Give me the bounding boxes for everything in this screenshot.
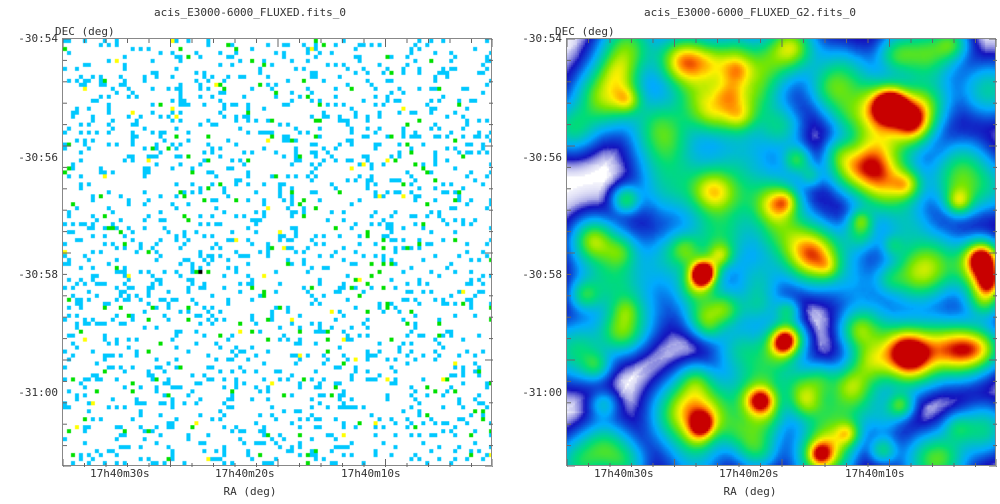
x-tick-label: 17h40m30s bbox=[594, 467, 654, 480]
smoothed-image bbox=[567, 39, 995, 465]
y-axis-label: DEC (deg) bbox=[55, 25, 115, 38]
panel-right-smoothed: acis_E3000-6000_FLUXED_G2.fits_0 DEC (de… bbox=[500, 0, 1000, 504]
image-plot-smoothed[interactable] bbox=[566, 38, 997, 467]
panel-title: acis_E3000-6000_FLUXED.fits_0 bbox=[153, 6, 347, 19]
y-tick-label: -30:54 bbox=[522, 32, 562, 45]
x-tick-label: 17h40m10s bbox=[341, 467, 401, 480]
y-tick-label: -30:58 bbox=[522, 268, 562, 281]
x-tick-label: 17h40m10s bbox=[845, 467, 905, 480]
x-axis-label: RA (deg) bbox=[223, 485, 277, 498]
panel-left-raw: acis_E3000-6000_FLUXED.fits_0 DEC (deg) … bbox=[18, 6, 493, 498]
y-tick-label: -30:56 bbox=[18, 151, 58, 164]
panel-title: acis_E3000-6000_FLUXED_G2.fits_0 bbox=[644, 6, 856, 19]
raw-counts-image bbox=[63, 39, 491, 465]
y-axis-label: DEC (deg) bbox=[555, 25, 615, 38]
x-axis-label: RA (deg) bbox=[723, 485, 777, 498]
y-tick-label: -30:54 bbox=[18, 32, 58, 45]
x-tick-label: 17h40m20s bbox=[215, 467, 275, 480]
x-tick-label: 17h40m20s bbox=[719, 467, 779, 480]
y-tick-label: -30:58 bbox=[18, 268, 58, 281]
y-tick-label: -30:56 bbox=[522, 151, 562, 164]
y-tick-label: -31:00 bbox=[18, 386, 58, 399]
x-tick-label: 17h40m30s bbox=[90, 467, 150, 480]
image-plot-raw[interactable] bbox=[62, 38, 493, 467]
y-tick-label: -31:00 bbox=[522, 386, 562, 399]
